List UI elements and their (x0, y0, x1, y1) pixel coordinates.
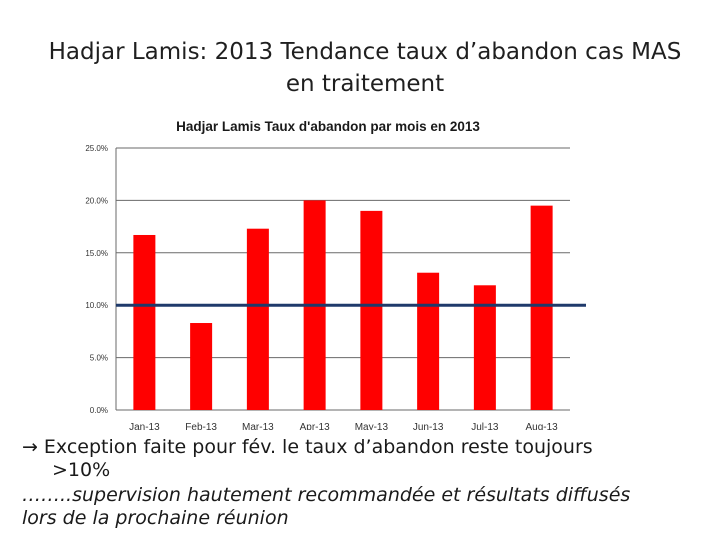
x-tick-label: May-13 (355, 422, 389, 430)
x-tick-label: Jan-13 (129, 422, 160, 430)
bar-feb-13 (190, 323, 213, 410)
bar-jan-13 (133, 234, 156, 410)
bar-jun-13 (417, 272, 440, 410)
note-line-3: ……..supervision hautement recommandée et… (22, 484, 631, 506)
x-tick-label: Aug-13 (526, 422, 559, 430)
arrow-right-icon: → (22, 436, 38, 458)
note-line-4: lors de la prochaine réunion (22, 507, 289, 529)
note-line-2: >10% (52, 459, 111, 481)
x-tick-label: Mar-13 (242, 422, 274, 430)
chart-title: Hadjar Lamis Taux d'abandon par mois en … (176, 119, 480, 134)
y-tick-label: 5.0% (90, 354, 108, 363)
y-tick-label: 25.0% (85, 144, 108, 153)
x-tick-label: Jul-13 (471, 422, 499, 430)
y-tick-label: 0.0% (90, 406, 108, 415)
y-tick-label: 15.0% (85, 249, 108, 258)
bar-may-13 (360, 210, 383, 410)
slide-title: Hadjar Lamis: 2013 Tendance taux d’aband… (48, 39, 682, 97)
bar-mar-13 (246, 228, 269, 410)
y-tick-label: 20.0% (85, 196, 108, 205)
y-tick-label: 10.0% (85, 301, 108, 310)
drop-rate-bar-chart: Hadjar Lamis Taux d'abandon par mois en … (85, 119, 586, 430)
bar-jul-13 (473, 285, 496, 410)
note-line-1: Exception faite pour fév. le taux d’aban… (43, 436, 593, 458)
bar-aug-13 (530, 205, 553, 410)
x-tick-label: Feb-13 (185, 422, 217, 430)
conclusion-note: → Exception faite pour fév. le taux d’aba… (22, 436, 682, 530)
x-tick-label: Jun-13 (413, 422, 444, 430)
x-tick-label: Apr-13 (300, 422, 330, 430)
